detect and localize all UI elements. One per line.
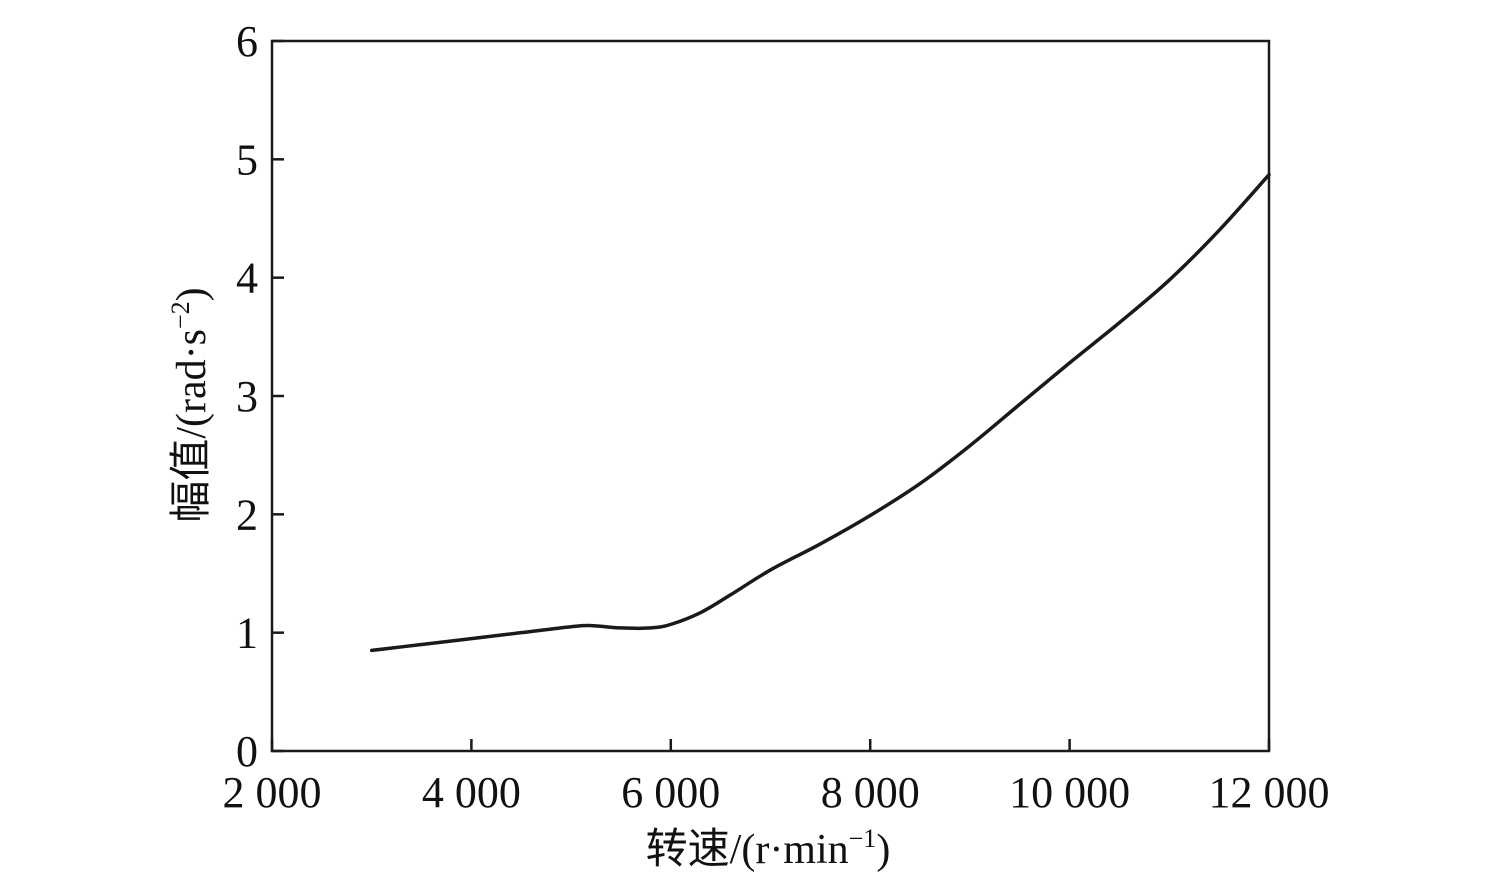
y-tick-labels: 0 1 2 3 4 5 6 xyxy=(236,17,258,776)
x-axis-label-superscript: −1 xyxy=(849,824,877,853)
y-tick-label: 1 xyxy=(236,609,258,658)
axis-ticks xyxy=(270,39,1271,753)
y-axis-label-superscript: −2 xyxy=(166,301,195,329)
x-tick-labels: 2 000 4 000 6 000 8 000 10 000 12 000 xyxy=(223,768,1330,817)
x-tick-label: 12 000 xyxy=(1209,768,1330,817)
y-tick-label: 0 xyxy=(236,727,258,776)
x-tick-label: 6 000 xyxy=(621,768,720,817)
x-axis-label: 转速/(r·min−1) xyxy=(646,824,891,873)
y-tick-label: 5 xyxy=(236,135,258,184)
x-tick-label: 2 000 xyxy=(223,768,322,817)
x-axis-label-close: ) xyxy=(876,827,890,873)
x-tick-label: 4 000 xyxy=(422,768,521,817)
y-axis-label-main: 幅值/(rad·s xyxy=(169,329,215,523)
series-line xyxy=(369,172,1271,653)
x-axis-label-main: 转速/(r·min xyxy=(646,827,849,873)
x-tick-label: 8 000 xyxy=(821,768,920,817)
y-axis-label: 幅值/(rad·s−2) xyxy=(166,287,215,522)
x-tick-label: 10 000 xyxy=(1009,768,1130,817)
y-tick-label: 3 xyxy=(236,372,258,421)
y-tick-label: 4 xyxy=(236,254,258,303)
y-axis-label-close: ) xyxy=(169,287,215,301)
y-tick-label: 2 xyxy=(236,490,258,539)
y-tick-label: 6 xyxy=(236,17,258,66)
